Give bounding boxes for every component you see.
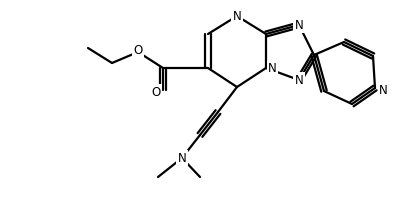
Text: N: N bbox=[295, 73, 303, 86]
Text: N: N bbox=[268, 61, 277, 74]
Text: N: N bbox=[232, 9, 241, 22]
Text: N: N bbox=[178, 152, 186, 165]
Text: N: N bbox=[379, 83, 388, 97]
Text: O: O bbox=[152, 86, 161, 98]
Text: O: O bbox=[133, 43, 142, 56]
Text: N: N bbox=[295, 18, 303, 31]
